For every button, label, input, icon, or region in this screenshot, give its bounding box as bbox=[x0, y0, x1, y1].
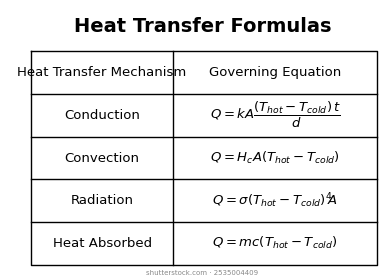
Text: $Q = mc\left(T_{hot} - T_{cold}\right)$: $Q = mc\left(T_{hot} - T_{cold}\right)$ bbox=[212, 235, 338, 251]
Text: Governing Equation: Governing Equation bbox=[209, 66, 341, 79]
Text: Heat Transfer Formulas: Heat Transfer Formulas bbox=[74, 17, 331, 36]
Text: $Q = H_c A\left(T_{hot} - T_{cold}\right)$: $Q = H_c A\left(T_{hot} - T_{cold}\right… bbox=[210, 150, 340, 166]
Text: Conduction: Conduction bbox=[64, 109, 140, 122]
Text: $Q = kA\dfrac{(T_{hot} - T_{cold})\,t}{d}$: $Q = kA\dfrac{(T_{hot} - T_{cold})\,t}{d… bbox=[209, 100, 341, 130]
Text: $Q = \sigma\left(T_{hot} - T_{cold}\right)^4\!\!A$: $Q = \sigma\left(T_{hot} - T_{cold}\righ… bbox=[213, 191, 338, 210]
Text: Heat Absorbed: Heat Absorbed bbox=[53, 237, 152, 250]
Text: shutterstock.com · 2535004409: shutterstock.com · 2535004409 bbox=[147, 270, 259, 276]
Text: Convection: Convection bbox=[65, 151, 140, 165]
Text: Heat Transfer Mechanism: Heat Transfer Mechanism bbox=[18, 66, 187, 79]
Text: Radiation: Radiation bbox=[71, 194, 134, 207]
